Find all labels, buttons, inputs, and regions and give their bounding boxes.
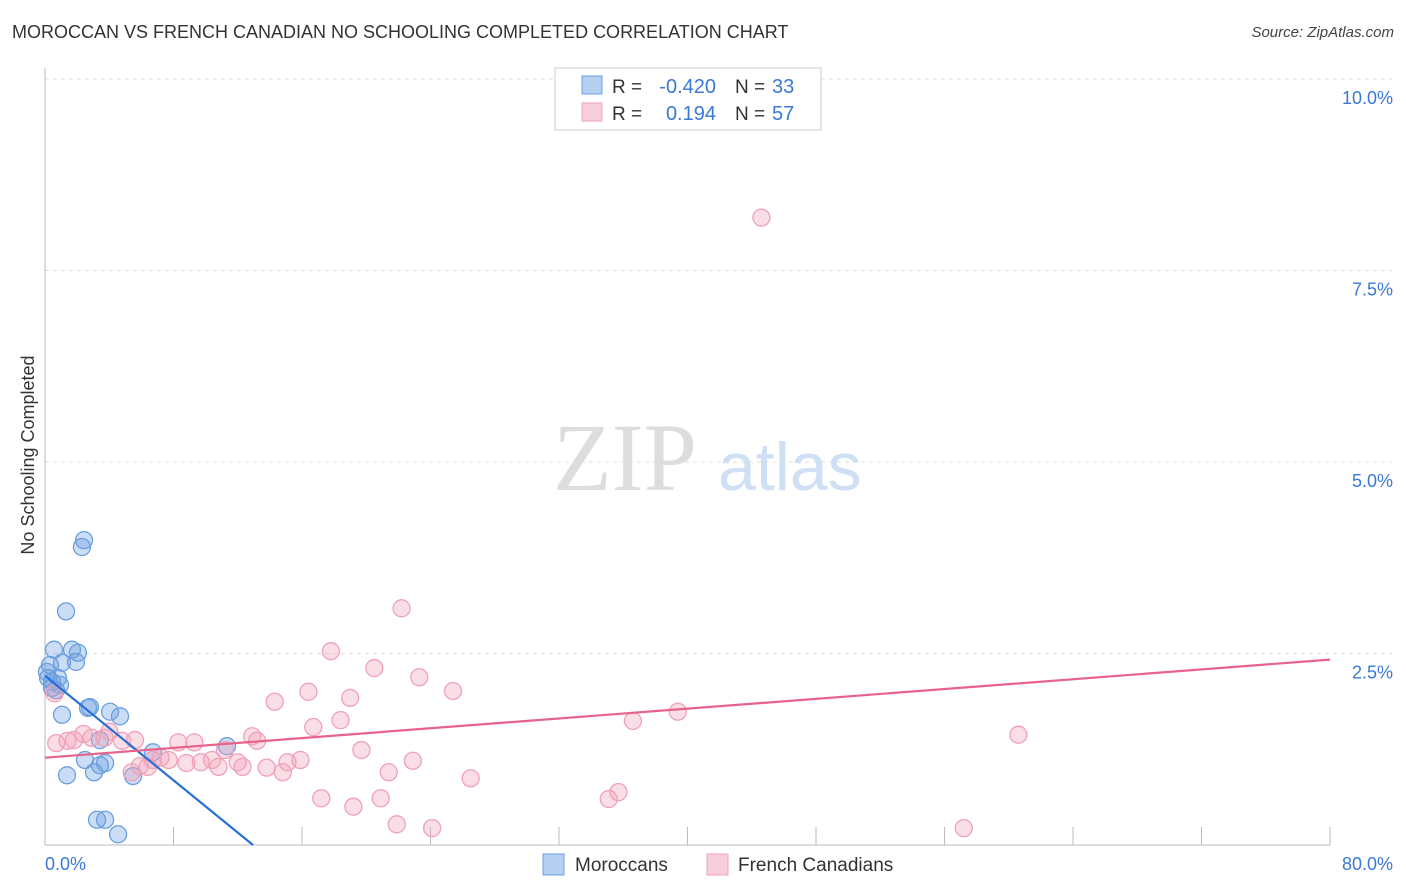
french-canadians-point [95, 728, 114, 747]
french-canadians-point [365, 658, 384, 678]
french-canadians-point [954, 818, 973, 838]
moroccans-legend-swatch [542, 853, 565, 876]
moroccans-point [108, 825, 128, 844]
french-canadians-point [668, 702, 688, 721]
french-canadians-legend-swatch [706, 853, 729, 876]
french-canadians-point [58, 731, 77, 750]
french-canadians-point [352, 740, 371, 760]
legend-n-label: N = [735, 104, 765, 125]
watermark-zip: ZIP [553, 404, 697, 511]
y-tick-label: 10.0% [1342, 88, 1393, 108]
x-tick-label: 0.0% [45, 854, 86, 874]
french-canadians-point [177, 753, 196, 773]
french-canadians-point [379, 763, 398, 782]
moroccans-point [57, 766, 77, 785]
french-canadians-point [752, 208, 771, 227]
french-canadians-point [265, 692, 284, 711]
moroccans-point [52, 705, 72, 724]
french-canadians-point [125, 730, 145, 750]
french-canadians-point [387, 815, 406, 834]
y-tick-label: 7.5% [1352, 280, 1393, 300]
french-canadians-point [443, 681, 463, 701]
moroccans-point [66, 652, 86, 672]
french-canadians-point [403, 751, 422, 770]
french-canadians-point [215, 740, 235, 760]
french-canadians-point [191, 753, 210, 772]
french-canadians-point [112, 731, 132, 750]
french-canadians-point [304, 717, 323, 737]
french-canadians-point [64, 730, 84, 750]
french-canadians-point [410, 668, 429, 687]
french-canadians-point [257, 758, 276, 777]
french-canadians-point [623, 711, 643, 731]
legend-n-label: N = [735, 77, 765, 98]
legend-r-value: 0.194 [666, 103, 716, 125]
french-canadians-point [609, 782, 628, 802]
chart-source: Source: ZipAtlas.com [1251, 24, 1394, 41]
french-canadians-swatch [581, 102, 603, 122]
french-canadians-point [299, 682, 318, 701]
french-canadians-point [312, 789, 331, 808]
moroccans-point [78, 698, 98, 718]
french-canadians-point [291, 750, 310, 770]
moroccans-point [100, 702, 120, 721]
french-canadians-point [321, 642, 341, 661]
legend-n-value: 57 [772, 103, 794, 125]
french-canadians-point [341, 688, 360, 708]
french-canadians-point [138, 757, 157, 777]
french-canadians-point [185, 733, 204, 752]
french-canadians-point [461, 769, 480, 788]
moroccans-point [95, 810, 115, 829]
french-canadians-point [273, 763, 292, 782]
chart-title: MOROCCAN VS FRENCH CANADIAN NO SCHOOLING… [12, 22, 789, 42]
french-canadians-point [344, 797, 363, 816]
french-canadians-point [159, 750, 178, 770]
y-tick-label: 2.5% [1352, 663, 1393, 683]
moroccans-point [37, 662, 57, 682]
moroccans-point [72, 537, 92, 557]
y-axis-label: No Schooling Completed [18, 355, 38, 554]
y-tick-label: 5.0% [1352, 471, 1393, 491]
moroccans-point [74, 530, 94, 550]
legend-r-label: R = [612, 104, 642, 125]
french-canadians-point [209, 757, 228, 777]
legend-r-label: R = [612, 77, 642, 98]
x-tick-label: 80.0% [1342, 854, 1393, 874]
moroccans-point [56, 602, 76, 621]
french-canadians-point [371, 789, 390, 808]
legend-label: Moroccans [575, 855, 668, 876]
french-canadians-point [1009, 725, 1028, 744]
french-canadians-point [599, 789, 618, 809]
legend-r-value: -0.420 [659, 76, 716, 98]
moroccans-point [84, 763, 104, 782]
french-canadians-point [392, 599, 411, 618]
french-canadians-point [233, 757, 252, 777]
watermark-atlas: atlas [718, 429, 862, 505]
french-canadians-point [422, 818, 442, 838]
french-canadians-point [47, 733, 66, 753]
french-canadians-point [82, 728, 101, 747]
moroccans-point [110, 707, 130, 726]
french-canadians-point [202, 750, 222, 770]
moroccans-swatch [581, 75, 603, 95]
french-canadians-trendline [44, 658, 1331, 759]
legend-label: French Canadians [738, 855, 893, 876]
legend-n-value: 33 [772, 76, 794, 98]
french-canadians-point [100, 722, 119, 741]
moroccans-trendline [44, 674, 254, 846]
french-canadians-point [331, 710, 350, 730]
